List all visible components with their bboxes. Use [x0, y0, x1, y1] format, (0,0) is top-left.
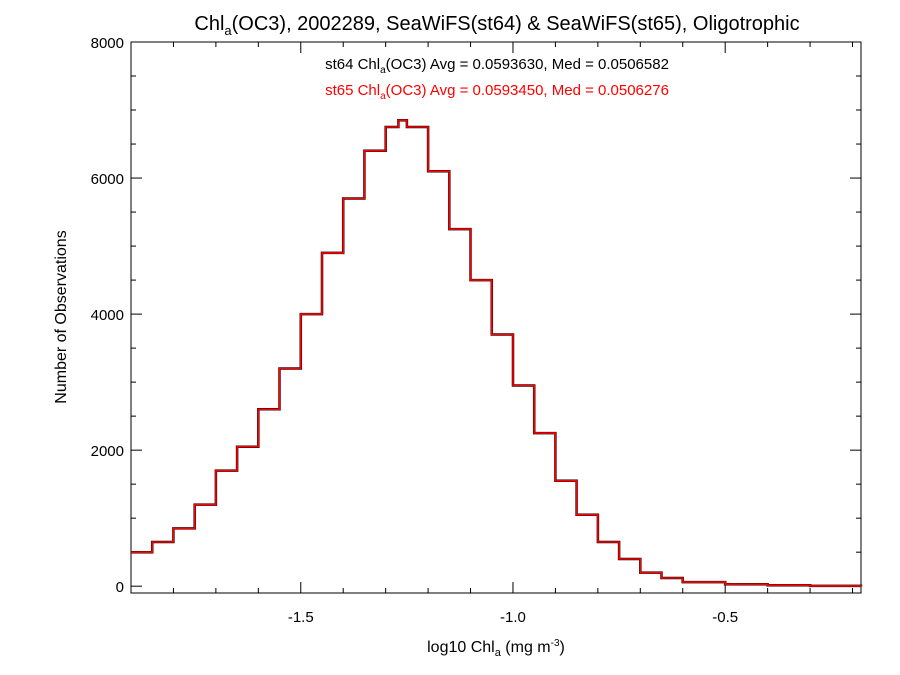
chart-title-sub: a: [224, 23, 232, 38]
y-tick-label: 6000: [91, 171, 124, 188]
y-tick-label: 0: [116, 579, 124, 596]
y-axis-label: Number of Observations: [53, 230, 70, 403]
annotation-st64-sub: a: [380, 65, 386, 76]
x-tick-label: -0.5: [712, 609, 738, 626]
x-axis-label-mid: (mg m: [501, 639, 551, 656]
y-axis-ticks: 0 2000 4000 6000 8000: [91, 35, 861, 596]
annotation-st64-suffix: (OC3) Avg = 0.0593630, Med = 0.0506582: [386, 56, 669, 73]
histogram-series-line-0: [131, 118, 863, 588]
annotation-st65-prefix: st65 Chl: [325, 82, 380, 99]
annotation-st64: st64 Chla(OC3) Avg = 0.0593630, Med = 0.…: [325, 56, 669, 76]
annotation-st65-sub: a: [380, 91, 386, 102]
x-axis-label-prefix: log10 Chl: [427, 639, 495, 656]
x-axis-label-sub: a: [495, 647, 502, 659]
x-axis-ticks: -1.5 -1.0 -0.5: [130, 42, 854, 626]
annotation-st65: st65 Chla(OC3) Avg = 0.0593450, Med = 0.…: [325, 82, 669, 102]
chart-title-suffix: (OC3), 2002289, SeaWiFS(st64) & SeaWiFS(…: [232, 13, 800, 35]
x-tick-label: -1.0: [500, 609, 526, 626]
plot-area-frame: [130, 41, 862, 594]
x-axis-label-sup: -3: [551, 638, 560, 649]
annotation-st64-prefix: st64 Chl: [325, 56, 380, 73]
y-tick-label: 4000: [91, 307, 124, 324]
histogram-series-line-1: [131, 119, 862, 587]
x-axis-label: log10 Chla (mg m-3): [427, 638, 565, 659]
series-layer: [131, 118, 863, 588]
chart-title-prefix: Chl: [194, 13, 224, 35]
y-tick-label: 8000: [91, 35, 124, 52]
chart-title: Chla(OC3), 2002289, SeaWiFS(st64) & SeaW…: [194, 13, 799, 38]
x-tick-label: -1.5: [288, 609, 314, 626]
x-axis-label-suffix: ): [560, 639, 565, 656]
y-tick-label: 2000: [91, 443, 124, 460]
annotation-st65-suffix: (OC3) Avg = 0.0593450, Med = 0.0506276: [386, 82, 669, 99]
